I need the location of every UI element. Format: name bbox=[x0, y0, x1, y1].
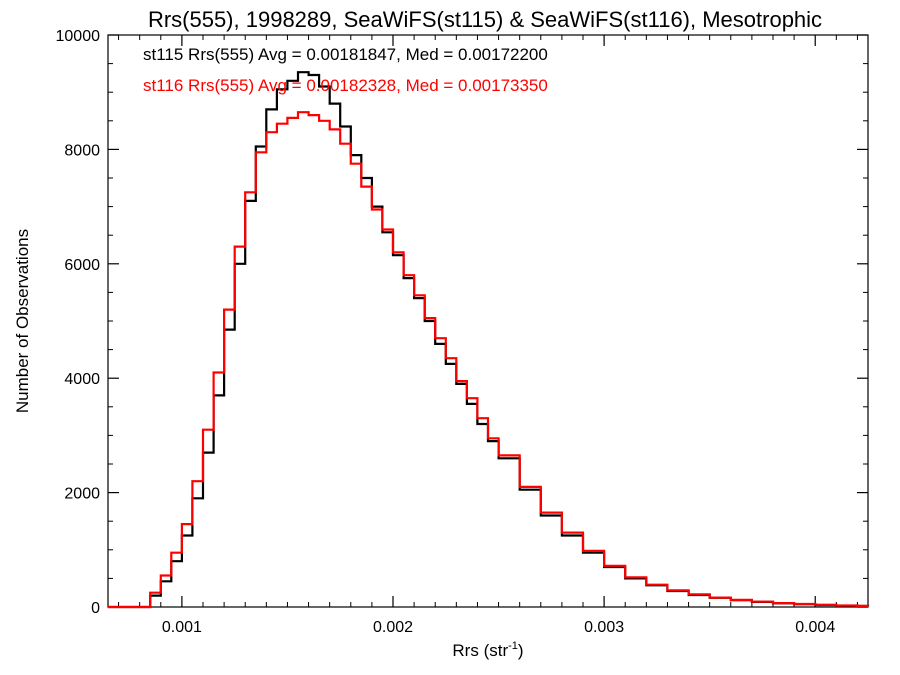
y-tick-label: 8000 bbox=[64, 142, 100, 159]
series-line-st115 bbox=[108, 71, 870, 609]
plot-frame bbox=[107, 34, 869, 608]
series-layer bbox=[108, 71, 870, 609]
y-tick-label: 4000 bbox=[64, 371, 100, 388]
x-tick-label: 0.001 bbox=[162, 619, 202, 636]
x-axis-label-main: Rrs (str bbox=[452, 641, 508, 660]
x-tick-label: 0.003 bbox=[584, 619, 624, 636]
legend-entry-st116: st116 Rrs(555) Avg = 0.00182328, Med = 0… bbox=[143, 76, 548, 95]
x-tick-label: 0.002 bbox=[373, 619, 413, 636]
y-tick-label: 0 bbox=[91, 600, 100, 617]
y-axis-label: Number of Observations bbox=[13, 229, 32, 413]
x-axis-label-close: ) bbox=[518, 641, 524, 660]
series-line-st116 bbox=[108, 111, 870, 609]
chart-title: Rrs(555), 1998289, SeaWiFS(st115) & SeaW… bbox=[148, 7, 822, 32]
legend-entry-st115: st115 Rrs(555) Avg = 0.00181847, Med = 0… bbox=[143, 45, 548, 64]
axis-ticks: 0 2000 4000 6000 8000 10000 0.001 0.002 0.003 0.0… bbox=[56, 28, 868, 636]
y-tick-label: 2000 bbox=[64, 486, 100, 503]
x-axis-label-superscript: -1 bbox=[508, 640, 518, 652]
legend: st115 Rrs(555) Avg = 0.00181847, Med = 0… bbox=[143, 45, 548, 95]
x-tick-label: 0.004 bbox=[795, 619, 835, 636]
y-tick-label: 6000 bbox=[64, 257, 100, 274]
x-axis-label: Rrs (str-1) bbox=[452, 640, 523, 660]
y-tick-label: 10000 bbox=[56, 28, 101, 45]
